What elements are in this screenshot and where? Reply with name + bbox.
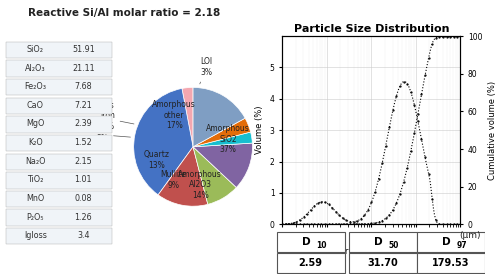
Text: Mullite
9%: Mullite 9% xyxy=(160,170,187,190)
Text: 31.70: 31.70 xyxy=(368,258,398,268)
Title: Particle Size Distribution: Particle Size Distribution xyxy=(294,24,449,34)
Bar xyxy=(349,232,417,252)
Text: 7.68: 7.68 xyxy=(75,82,92,91)
Wedge shape xyxy=(134,88,193,195)
Wedge shape xyxy=(193,88,245,147)
Wedge shape xyxy=(158,147,208,206)
Wedge shape xyxy=(193,147,236,204)
Text: 3.4: 3.4 xyxy=(77,231,90,240)
Text: 7.21: 7.21 xyxy=(74,101,92,110)
Text: D: D xyxy=(302,237,311,247)
Y-axis label: Cumulative volume (%): Cumulative volume (%) xyxy=(488,81,495,180)
FancyBboxPatch shape xyxy=(6,42,112,58)
Text: Igloss: Igloss xyxy=(24,231,47,240)
Text: 97: 97 xyxy=(456,241,467,250)
Text: Quartz
13%: Quartz 13% xyxy=(144,150,170,170)
Bar xyxy=(277,253,345,273)
Text: 179.53: 179.53 xyxy=(432,258,470,268)
Text: 2.39: 2.39 xyxy=(74,119,92,129)
Bar xyxy=(277,232,345,252)
Wedge shape xyxy=(193,118,250,147)
Wedge shape xyxy=(193,132,252,147)
FancyBboxPatch shape xyxy=(6,135,112,151)
Text: Maghemite C
3%: Maghemite C 3% xyxy=(57,124,131,143)
Text: CaO: CaO xyxy=(27,101,44,110)
FancyBboxPatch shape xyxy=(6,209,112,226)
Text: LOI
3%: LOI 3% xyxy=(200,57,213,84)
Text: Reactive Si/Al molar ratio = 2.18: Reactive Si/Al molar ratio = 2.18 xyxy=(28,8,220,18)
Text: 1.01: 1.01 xyxy=(75,175,92,184)
Wedge shape xyxy=(182,88,193,147)
Wedge shape xyxy=(193,143,252,188)
Text: Na₂O: Na₂O xyxy=(25,157,46,166)
Bar xyxy=(417,253,485,273)
FancyBboxPatch shape xyxy=(6,98,112,114)
Text: 1.52: 1.52 xyxy=(74,138,92,147)
Text: 2.15: 2.15 xyxy=(74,157,92,166)
Text: MnO: MnO xyxy=(26,194,45,203)
Text: 50: 50 xyxy=(389,241,399,250)
Text: K₂O: K₂O xyxy=(28,138,43,147)
Y-axis label: Volume (%): Volume (%) xyxy=(255,106,264,155)
Text: Amorphous
other
17%: Amorphous other 17% xyxy=(152,100,196,130)
Text: D: D xyxy=(374,237,383,247)
Text: 51.91: 51.91 xyxy=(72,45,95,54)
FancyBboxPatch shape xyxy=(6,153,112,170)
FancyBboxPatch shape xyxy=(6,228,112,244)
Text: TiO₂: TiO₂ xyxy=(27,175,44,184)
Text: 1.26: 1.26 xyxy=(75,212,92,222)
Text: Fe₂O₃: Fe₂O₃ xyxy=(24,82,47,91)
FancyBboxPatch shape xyxy=(6,79,112,95)
Text: Amorphous
SiO2
37%: Amorphous SiO2 37% xyxy=(206,124,249,154)
Text: 21.11: 21.11 xyxy=(72,63,95,73)
Text: P₂O₅: P₂O₅ xyxy=(27,212,44,222)
X-axis label: Particle size (μm): Particle size (μm) xyxy=(335,247,408,256)
Text: Al₂O₃: Al₂O₃ xyxy=(25,63,46,73)
Bar xyxy=(349,253,417,273)
FancyBboxPatch shape xyxy=(6,60,112,77)
Text: MgO: MgO xyxy=(26,119,45,129)
Text: D: D xyxy=(443,237,451,247)
Text: (μm): (μm) xyxy=(459,231,481,240)
FancyBboxPatch shape xyxy=(6,172,112,189)
Text: SiO₂: SiO₂ xyxy=(27,45,44,54)
FancyBboxPatch shape xyxy=(6,116,112,133)
FancyBboxPatch shape xyxy=(6,191,112,207)
Text: Amorphous
Al2O3
14%: Amorphous Al2O3 14% xyxy=(178,170,222,200)
Text: Amorphous
Iron
4%: Amorphous Iron 4% xyxy=(71,101,134,131)
Bar xyxy=(417,232,485,252)
Text: 10: 10 xyxy=(316,241,327,250)
Text: 0.08: 0.08 xyxy=(75,194,92,203)
Text: 2.59: 2.59 xyxy=(298,258,323,268)
